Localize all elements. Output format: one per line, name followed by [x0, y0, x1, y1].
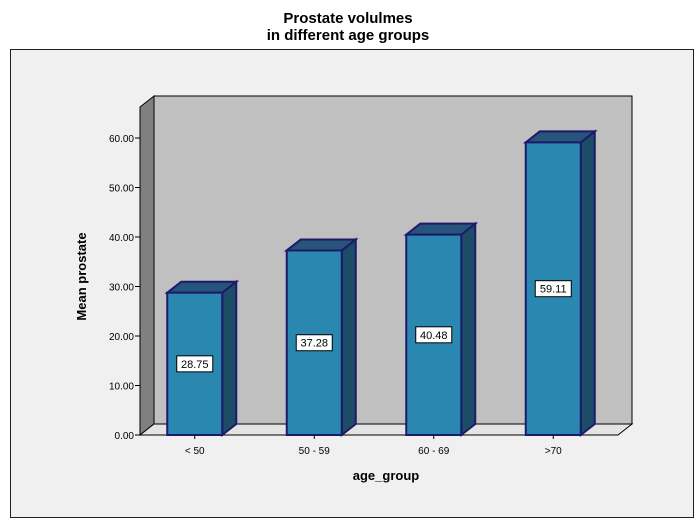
x-tick-label: 50 - 59: [299, 446, 331, 457]
bar-side: [460, 221, 477, 438]
chart-title-line-2: in different age groups: [266, 27, 430, 44]
bar-top: [403, 222, 479, 236]
y-tick-label: 40.00: [109, 233, 134, 244]
data-label: 59.11: [540, 284, 567, 296]
y-tick-label: 60.00: [109, 134, 134, 145]
bar-top: [283, 238, 359, 252]
y-axis-title: Mean prostate: [74, 232, 89, 320]
x-tick-label: >70: [545, 446, 562, 457]
bar-top: [522, 130, 598, 144]
plot-side-wall: [139, 94, 155, 437]
y-tick-label: 50.00: [109, 184, 134, 195]
bar-side: [340, 237, 357, 438]
bar-side: [221, 279, 238, 438]
chart-title: Prostate volulmes in different age group…: [0, 10, 696, 44]
x-tick-label: 60 - 69: [418, 446, 450, 457]
data-label: 40.48: [420, 330, 448, 342]
bar-side: [579, 129, 596, 438]
data-label-box: [415, 326, 453, 344]
data-label-box: [295, 334, 333, 352]
x-axis-title: age_group: [353, 468, 420, 483]
data-label: 37.28: [300, 338, 328, 350]
data-label-box: [534, 280, 572, 298]
y-tick-label: 10.00: [109, 382, 134, 393]
chart-title-line-1: Prostate volulmes: [283, 10, 413, 27]
data-label: 28.75: [181, 359, 209, 371]
y-tick-label: 0.00: [115, 431, 135, 442]
y-tick-label: 30.00: [109, 283, 134, 294]
y-tick-label: 20.00: [109, 332, 134, 343]
x-tick-label: < 50: [185, 446, 205, 457]
data-label-box: [176, 355, 214, 373]
bar-top: [164, 280, 240, 294]
